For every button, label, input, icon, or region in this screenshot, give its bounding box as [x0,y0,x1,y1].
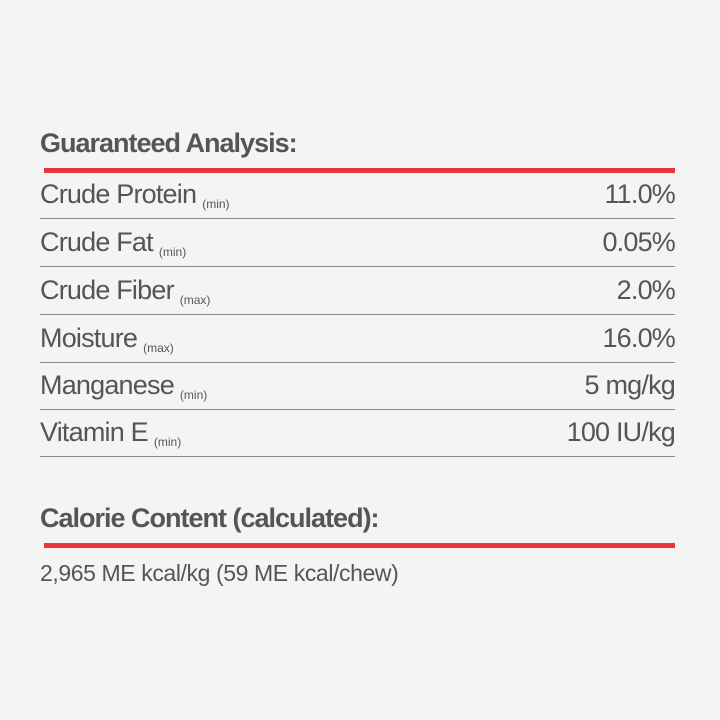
nutrient-label: Crude Fiber [40,275,175,305]
red-divider [44,168,675,173]
nutrient-qualifier: (min) [158,245,187,259]
calorie-content-value: 2,965 ME kcal/kg (59 ME kcal/chew) [40,560,399,586]
nutrient-label: Moisture [40,323,138,353]
table-row: Crude Protein (min) 11.0% [40,171,676,219]
guaranteed-analysis-title: Guaranteed Analysis: [40,128,298,158]
nutrient-label: Crude Fat [40,227,154,257]
nutrient-label: Crude Protein [40,179,197,209]
nutrient-qualifier: (max) [143,341,174,355]
nutrient-qualifier: (max) [179,293,211,307]
red-divider [44,543,675,548]
nutrient-value: 11.0% [604,179,675,209]
nutrient-label: Manganese [40,370,175,400]
calorie-content-title: Calorie Content (calculated): [40,503,380,533]
table-row: Crude Fat (min) 0.05% [40,219,676,267]
nutrient-value: 16.0% [602,323,675,353]
table-row: Manganese (min) 5 mg/kg [40,362,676,410]
nutrient-qualifier: (min) [202,197,230,211]
nutrient-qualifier: (min) [179,388,208,402]
table-row: Crude Fiber (max) 2.0% [40,267,676,315]
table-row: Moisture (max) 16.0% [40,315,676,363]
nutrient-value: 2.0% [616,275,676,305]
table-row: Vitamin E (min) 100 IU/kg [40,409,676,457]
nutrient-qualifier: (min) [153,435,182,449]
nutrient-value: 100 IU/kg [566,417,676,447]
nutrient-value: 0.05% [602,227,675,257]
nutrient-label: Vitamin E [40,417,149,447]
nutrient-value: 5 mg/kg [584,370,676,400]
